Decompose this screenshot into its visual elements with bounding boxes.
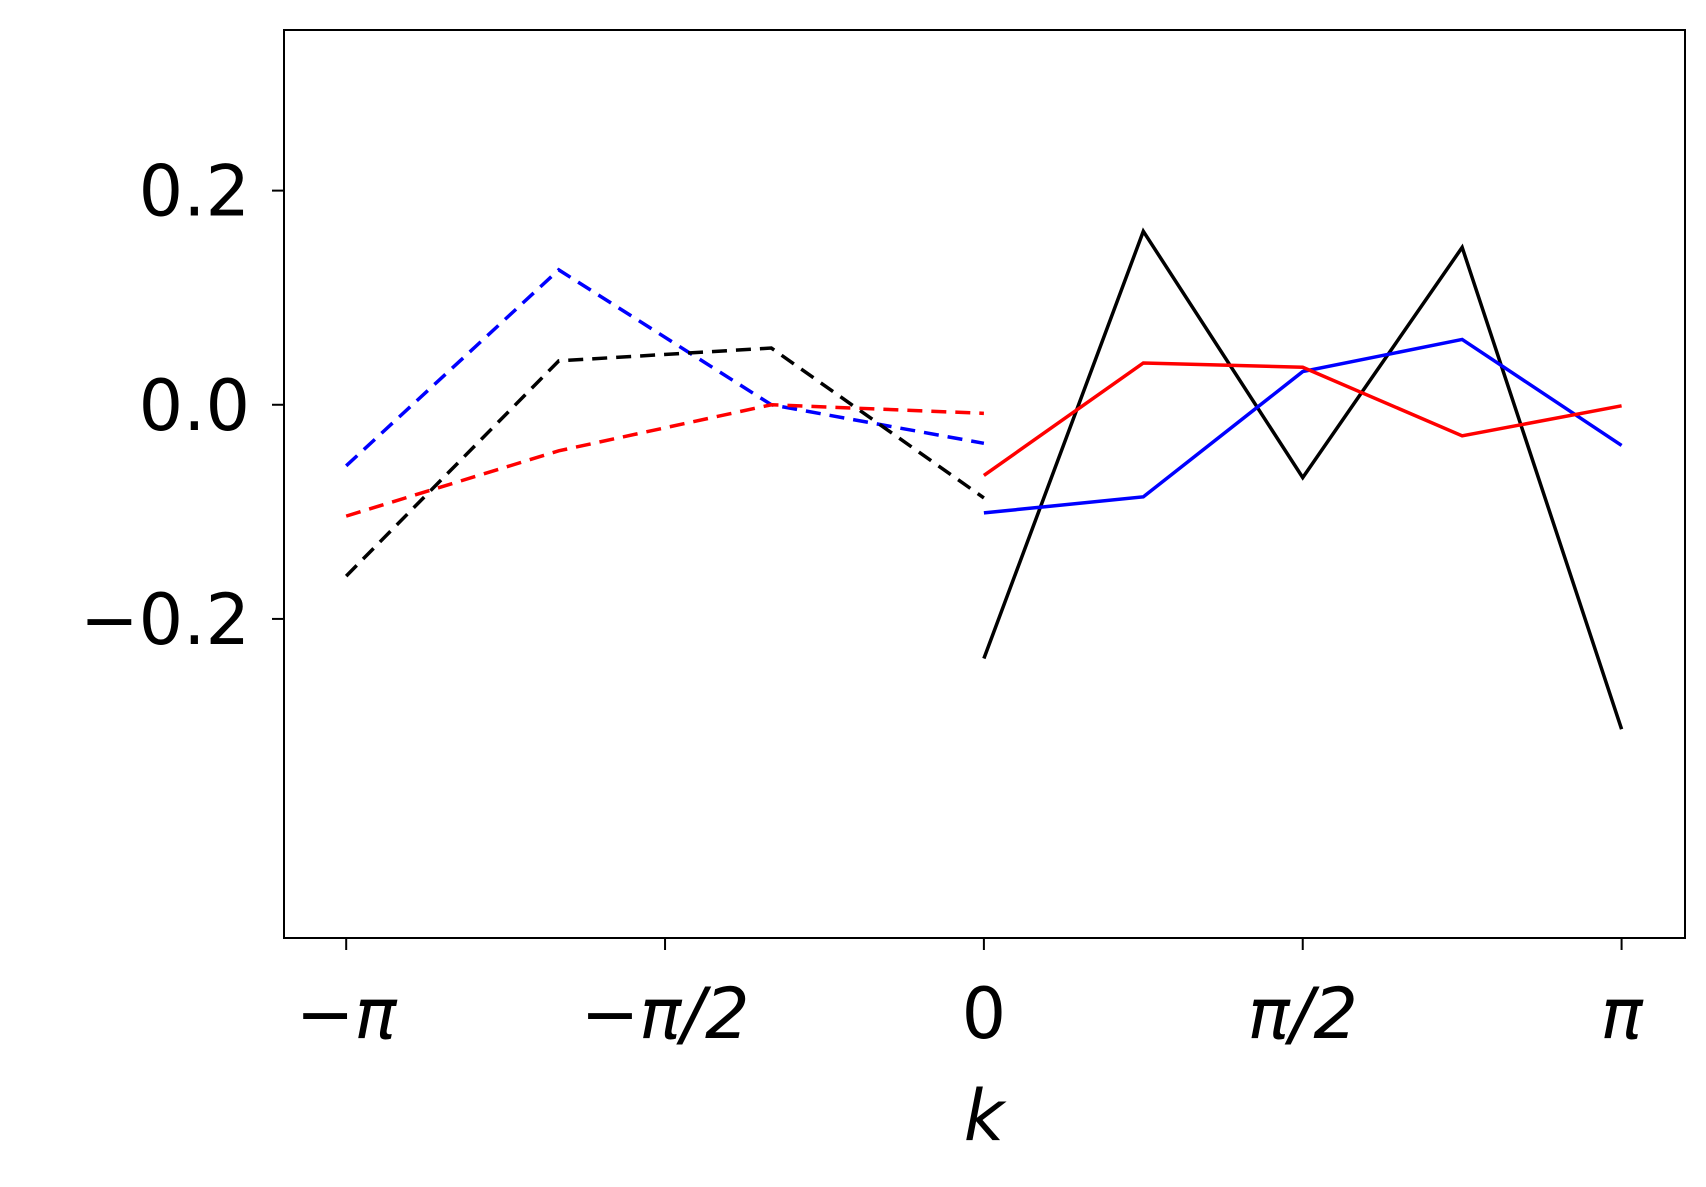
- x-tick-label: 0: [962, 973, 1007, 1055]
- line: [982, 227, 1624, 730]
- line: [983, 337, 1623, 515]
- plot-frame: [283, 29, 1686, 939]
- x-tick-label: −π/2: [581, 973, 750, 1055]
- line: [345, 403, 984, 518]
- x-tick-label: −π: [296, 973, 399, 1055]
- line: [345, 267, 985, 468]
- x-axis-label: k: [964, 1075, 1007, 1157]
- x-tick-label: π: [1601, 973, 1645, 1055]
- y-tick-label: 0.2: [139, 151, 250, 233]
- y-tick-label: −0.2: [80, 579, 250, 661]
- y-tick-label: 0.0: [139, 365, 250, 447]
- line: [344, 346, 985, 578]
- x-tick-label: π/2: [1248, 973, 1358, 1055]
- line: [982, 361, 1622, 477]
